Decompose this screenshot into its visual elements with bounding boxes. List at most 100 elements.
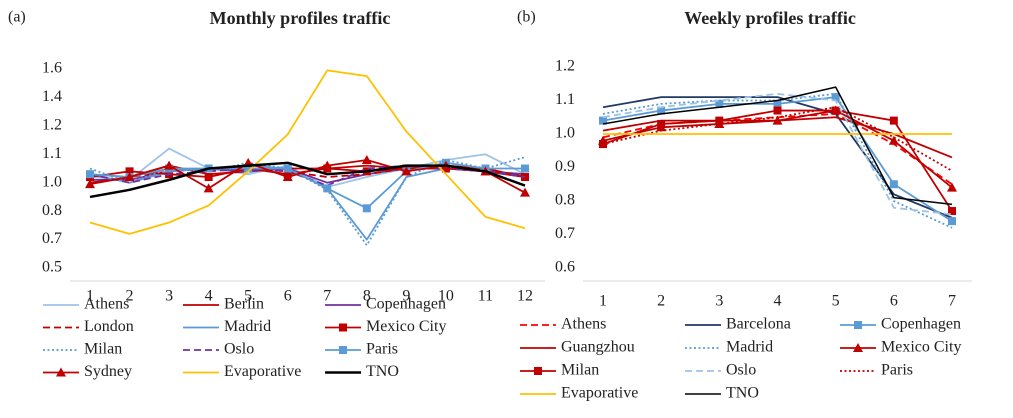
series-line [602,96,953,219]
y-tick-label: 1.2 [555,58,575,75]
legend-label: TNO [726,385,759,402]
series-line [89,69,526,235]
marker [361,154,372,164]
chart-title: Weekly profiles traffic [684,8,856,28]
marker [889,116,898,125]
series-line [89,161,525,210]
panel-label: (b) [517,9,536,26]
marker [85,179,95,189]
legend-label: Berlin [224,296,264,313]
x-tick-label: 12 [517,288,533,305]
series-line [602,106,953,172]
y-tick-label: 0.6 [555,259,575,276]
marker [773,106,782,115]
legend-marker [853,343,863,352]
marker [520,187,530,197]
marker [889,180,898,189]
x-tick-label: 6 [890,293,898,310]
series-line [602,92,953,216]
x-tick-label: 2 [657,293,665,310]
y-tick-label: 0.8 [555,192,575,209]
x-tick-label: 10 [438,288,454,305]
legend-label: Guangzhou [561,339,635,356]
marker [204,173,213,182]
chart-title: Monthly profiles traffic [210,8,391,28]
marker [323,184,332,193]
marker [888,135,899,145]
legend-label: Evaporative [561,385,638,402]
legend-label: Copenhagen [881,316,961,333]
x-tick-label: 5 [244,288,252,305]
legend-label: Milan [84,341,122,358]
legend-marker [534,367,542,375]
x-tick-label: 6 [284,288,292,305]
y-tick-label: 1.6 [42,60,62,77]
legend-label: Athens [561,316,606,333]
series-line [602,86,953,206]
marker [521,164,529,173]
legend-marker [339,346,347,354]
marker [599,116,607,125]
legend-label: Mexico City [881,339,961,356]
marker [831,93,840,102]
y-tick-label: 1.0 [555,125,575,142]
marker [773,99,782,108]
x-tick-label: 3 [165,288,173,305]
y-tick-label: 0.5 [42,259,62,276]
legend-marker [854,321,862,329]
y-tick-label: 0.8 [42,202,62,219]
marker [772,115,783,125]
marker [203,183,214,193]
legend-label: TNO [366,363,399,380]
y-tick-label: 1.1 [555,91,575,108]
series-line [602,92,953,229]
marker [86,170,94,179]
legend-label: Oslo [224,341,254,358]
y-tick-label: 1.4 [42,88,62,105]
legend-label: Milan [561,362,599,379]
marker [948,217,956,226]
y-tick-label: 0.9 [555,158,575,175]
x-tick-label: 3 [715,293,723,310]
marker [715,116,724,125]
legend-label: London [84,318,134,335]
legend-label: Oslo [726,362,756,379]
legend-label: Sydney [84,363,132,380]
panel-label: (a) [8,9,26,26]
y-tick-label: 0.7 [555,225,575,242]
x-tick-label: 1 [599,293,607,310]
legend-label: Mexico City [366,318,446,335]
marker [657,106,666,115]
legend-label: Madrid [726,339,773,356]
x-tick-label: 9 [402,288,410,305]
x-tick-label: 7 [323,288,331,305]
legend-label: Athens [84,296,129,313]
y-tick-label: 1.1 [42,145,62,162]
legend-label: Madrid [224,318,271,335]
legend-marker [339,323,347,332]
x-tick-label: 8 [363,288,371,305]
marker [282,172,293,182]
marker [362,204,371,213]
x-tick-label: 11 [478,288,493,305]
marker [125,167,134,176]
x-tick-label: 4 [205,288,213,305]
marker [244,164,253,173]
x-tick-label: 2 [126,288,134,305]
marker [164,160,175,170]
marker [715,99,724,108]
x-tick-label: 5 [832,293,840,310]
legend-label: Copenhagen [366,296,446,313]
marker [948,207,956,216]
y-tick-label: 1.2 [42,117,62,134]
marker [322,160,333,170]
y-tick-label: 0.7 [42,230,62,247]
x-tick-label: 4 [774,293,782,310]
y-tick-label: 1.0 [42,173,62,190]
marker [657,119,666,128]
legend-label: Barcelona [726,316,791,333]
x-tick-label: 1 [86,288,94,305]
legend-marker [56,367,66,377]
marker [124,172,135,182]
